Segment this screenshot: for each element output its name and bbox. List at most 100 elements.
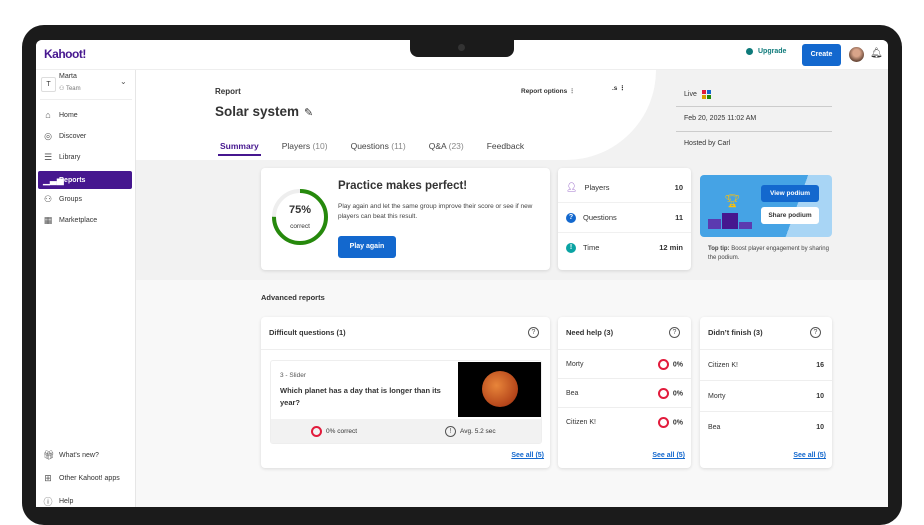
- player-score: 0%: [672, 360, 683, 368]
- stat-value: 12 min: [659, 243, 683, 252]
- tab-feedback[interactable]: Feedback: [485, 141, 526, 154]
- podium-illustration: 🏆︎: [708, 193, 758, 233]
- upgrade-icon: [746, 48, 753, 55]
- kahoot-logo[interactable]: Kahoot!: [44, 47, 86, 61]
- sidebar-item-label: What's new?: [59, 451, 99, 459]
- tab-count: (23): [448, 141, 464, 151]
- ring-icon: [657, 358, 669, 370]
- stat-time: ! Time 12 min: [558, 232, 691, 262]
- upgrade-link[interactable]: Upgrade: [746, 48, 786, 55]
- more-vertical-icon: ⋮: [619, 85, 626, 92]
- list-item[interactable]: Morty 0%: [558, 349, 691, 378]
- camera-notch: [410, 40, 514, 57]
- sidebar-item-discover[interactable]: ◎ Discover: [38, 127, 132, 145]
- stat-label: Time: [583, 243, 600, 252]
- question-type: 3 - Slider: [280, 372, 307, 379]
- sidebar-item-label: Discover: [59, 132, 87, 140]
- question-icon: ?: [566, 212, 576, 223]
- question-text: Which planet has a day that is longer th…: [280, 386, 441, 407]
- sidebar-item-whats-new[interactable]: 🎁︎ What's new?: [38, 446, 132, 464]
- tab-label: Players: [281, 141, 311, 151]
- stat-questions: ? Questions 11: [558, 202, 691, 232]
- avg-time-stat: ! Avg. 5.2 sec: [445, 426, 496, 437]
- host-name: Hosted by Carl: [684, 140, 731, 147]
- sidebar-item-marketplace[interactable]: ▦ Marketplace: [38, 211, 132, 229]
- list-item[interactable]: Morty 10: [700, 380, 832, 411]
- player-name: Bea: [566, 389, 579, 397]
- tab-label: Q&A: [428, 141, 447, 151]
- didnt-finish-list: Citizen K! 16 Morty 10 Bea 10: [700, 349, 832, 442]
- sidebar-item-label: Help: [59, 497, 74, 505]
- see-all-link[interactable]: See all (5): [652, 452, 685, 459]
- game-mode-label: Live: [684, 91, 697, 98]
- tab-players[interactable]: Players (10): [280, 141, 330, 154]
- list-item[interactable]: Citizen K! 16: [700, 349, 832, 380]
- more-options-button[interactable]: .s ⋮: [612, 84, 626, 92]
- tab-questions[interactable]: Questions (11): [349, 141, 408, 154]
- chevron-down-icon: ⌄: [120, 77, 127, 86]
- team-switcher[interactable]: T Marta ⚇ Team ⌄: [40, 72, 132, 100]
- list-item[interactable]: Bea 0%: [558, 378, 691, 407]
- correct-stat: 0% correct: [311, 426, 357, 437]
- stat-label: Questions: [583, 213, 617, 222]
- see-all-link[interactable]: See all (5): [511, 452, 544, 459]
- player-value: 10: [816, 392, 824, 400]
- help-circle-icon[interactable]: ?: [810, 327, 821, 338]
- tab-summary[interactable]: Summary: [218, 141, 261, 156]
- view-podium-button[interactable]: View podium: [761, 185, 819, 202]
- edit-pencil-icon[interactable]: ✎: [304, 107, 314, 119]
- report-options-button[interactable]: Report options ⋮: [521, 87, 576, 95]
- play-again-button[interactable]: Play again: [338, 236, 396, 258]
- create-button[interactable]: Create: [802, 44, 841, 66]
- need-help-card: Need help (3) ? Morty 0% Bea 0% Citizen K!…: [558, 317, 691, 468]
- need-help-list: Morty 0% Bea 0% Citizen K! 0%: [558, 349, 691, 436]
- tab-qa[interactable]: Q&A (23): [427, 141, 466, 154]
- player-name: Morty: [708, 392, 726, 400]
- list-item[interactable]: Citizen K! 0%: [558, 407, 691, 436]
- advanced-reports-heading: Advanced reports: [261, 293, 325, 302]
- question-item[interactable]: 3 - Slider Which planet has a day that i…: [270, 360, 542, 444]
- ring-icon: [657, 416, 669, 428]
- game-date: Feb 20, 2025 11:02 AM: [684, 115, 757, 122]
- sidebar-item-help[interactable]: ⓘ Help: [38, 492, 132, 507]
- player-name: Bea: [708, 423, 721, 431]
- sidebar-item-reports[interactable]: ▁▃▅ Reports: [38, 171, 132, 189]
- player-name: Citizen K!: [566, 418, 596, 426]
- more-vertical-icon: ⋮: [569, 88, 576, 95]
- sidebar-item-label: Marketplace: [59, 216, 98, 224]
- compass-icon: ◎: [44, 130, 52, 141]
- upgrade-label: Upgrade: [758, 48, 787, 55]
- sidebar-item-library[interactable]: ☰ Library: [38, 148, 132, 166]
- practice-title: Practice makes perfect!: [338, 180, 468, 192]
- player-value: 10: [816, 423, 824, 431]
- see-all-link[interactable]: See all (5): [793, 452, 826, 459]
- ring-progress: [272, 189, 328, 245]
- report-tabs: Summary Players (10) Questions (11) Q&A …: [218, 141, 526, 156]
- ring-icon: [311, 426, 322, 437]
- help-circle-icon[interactable]: ?: [669, 327, 680, 338]
- card-title: Need help (3): [566, 328, 614, 337]
- player-score: 0%: [672, 389, 683, 397]
- correct-label: 0% correct: [326, 428, 358, 436]
- top-tip-label: Top tip:: [708, 246, 730, 252]
- share-podium-button[interactable]: Share podium: [761, 207, 819, 224]
- player-score: 0%: [672, 418, 683, 426]
- help-circle-icon[interactable]: ?: [528, 327, 539, 338]
- top-tip-text: Boost player engagement by sharing the p…: [708, 246, 829, 261]
- timer-icon: !: [445, 426, 456, 437]
- player-value: 16: [816, 361, 824, 369]
- team-type-label: Team: [65, 86, 81, 92]
- sidebar-item-other-apps[interactable]: ⊞ Other Kahoot! apps: [38, 469, 132, 487]
- card-title: Didn’t finish (3): [708, 328, 763, 337]
- tab-label: Feedback: [486, 141, 525, 151]
- sidebar-item-home[interactable]: ⌂ Home: [38, 106, 132, 124]
- clipped-label: .s: [612, 85, 618, 92]
- screen: Kahoot! Upgrade Create 🔔︎ T Marta ⚇ Team…: [36, 40, 888, 507]
- top-tip: Top tip: Boost player engagement by shar…: [708, 245, 830, 263]
- player-icon: 👤︎: [566, 181, 578, 192]
- bell-icon[interactable]: 🔔︎: [870, 48, 883, 59]
- avatar[interactable]: [849, 47, 864, 62]
- list-item[interactable]: Bea 10: [700, 411, 832, 442]
- sidebar-item-groups[interactable]: ⚇ Groups: [38, 190, 132, 208]
- gift-icon: 🎁︎: [43, 449, 55, 460]
